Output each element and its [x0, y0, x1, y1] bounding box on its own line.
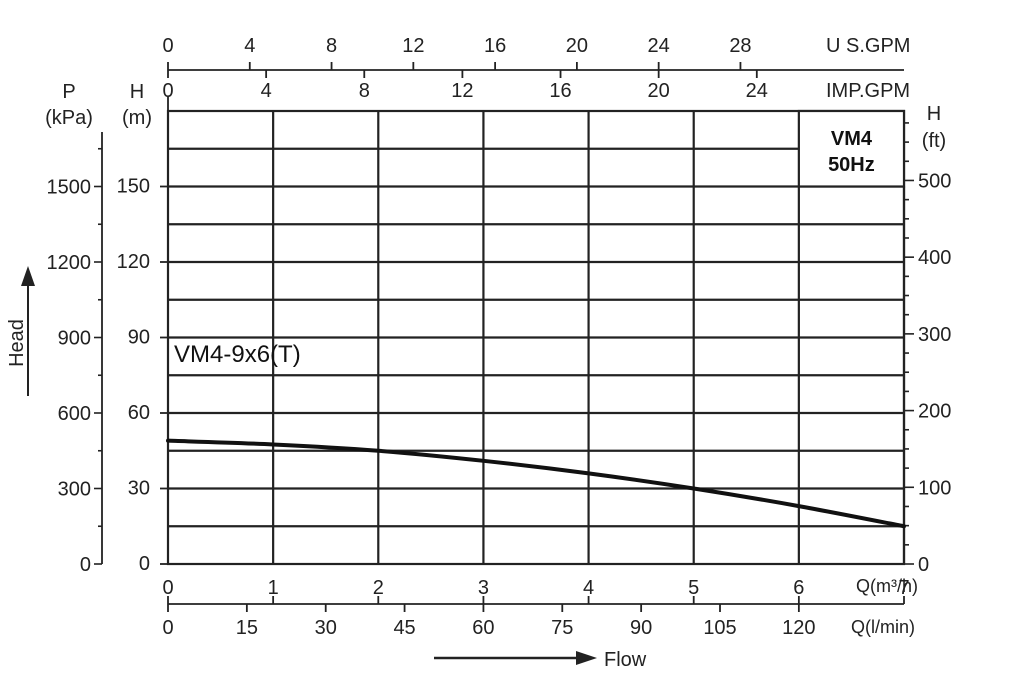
x-usgpm-tick-label: 8 [326, 35, 337, 57]
x-usgpm-tick-label: 20 [566, 35, 588, 57]
y-head-tick-label: 0 [139, 553, 150, 575]
y-kpa-tick-label: 1200 [47, 252, 92, 274]
x-lmin-tick-label: 105 [703, 617, 736, 639]
series-label: VM4-9x6(T) [174, 341, 301, 368]
x-lmin-tick-label: 90 [630, 617, 652, 639]
x-lmin-tick-label: 15 [236, 617, 258, 639]
y-kpa-tick-label: 600 [58, 403, 91, 425]
y-head-tick-label: 60 [128, 402, 150, 424]
y-kpa-tick-label: 900 [58, 328, 91, 350]
x-lmin-tick-label: 30 [315, 617, 337, 639]
y-ft-tick-label: 0 [918, 554, 929, 576]
x-usgpm-tick-label: 16 [484, 35, 506, 57]
x-usgpm-tick-label: 4 [244, 35, 255, 57]
y-ft-tick-label: 300 [918, 324, 951, 346]
x-axis-tick-label: 1 [268, 577, 279, 599]
series-line-vm4-9x6 [166, 438, 906, 529]
x-axis-tick-label: 4 [583, 577, 594, 599]
legend-model: VM4 [831, 128, 873, 150]
x-axis-tick-label: 2 [373, 577, 384, 599]
y-ft-label: H [927, 103, 941, 125]
y-kpa-unit: (kPa) [45, 107, 93, 129]
y-ft-unit: (ft) [922, 130, 946, 152]
y-ft-tick-label: 200 [918, 401, 951, 423]
y-head-unit: (m) [122, 107, 152, 129]
x-axis-label-impgpm: IMP.GPM [826, 80, 910, 102]
y-ft-tick-label: 100 [918, 477, 951, 499]
x-usgpm-tick-label: 0 [162, 35, 173, 57]
x-axis-tick-label: 5 [688, 577, 699, 599]
y-head-label: H [130, 81, 144, 103]
y-head-tick-label: 120 [117, 251, 150, 273]
head-arrow-icon [21, 266, 35, 286]
x-axis-label-lmin: Q(l/min) [851, 617, 915, 637]
x-axis-label-usgpm: U S.GPM [826, 35, 910, 57]
x-lmin-tick-label: 75 [551, 617, 573, 639]
y-head-tick-label: 30 [128, 478, 150, 500]
x-lmin-tick-label: 120 [782, 617, 815, 639]
x-usgpm-tick-label: 24 [648, 35, 670, 57]
x-axis-tick-label: 0 [162, 577, 173, 599]
x-usgpm-tick-label: 12 [402, 35, 424, 57]
x-impgpm-tick-label: 8 [359, 80, 370, 102]
x-impgpm-tick-label: 0 [162, 80, 173, 102]
x-lmin-tick-label: 45 [393, 617, 415, 639]
y-kpa-tick-label: 1500 [47, 177, 92, 199]
y-head-tick-label: 150 [117, 176, 150, 198]
x-lmin-tick-label: 60 [472, 617, 494, 639]
legend-frequency: 50Hz [828, 154, 875, 176]
y-head-tick-label: 90 [128, 327, 150, 349]
y-ft-tick-label: 500 [918, 170, 951, 192]
x-impgpm-tick-label: 12 [451, 80, 473, 102]
head-arrow-label: Head [6, 319, 28, 367]
y-ft-tick-label: 400 [918, 247, 951, 269]
x-axis-tick-label: 6 [793, 577, 804, 599]
x-axis-tick-label: 7 [898, 577, 909, 599]
x-impgpm-tick-label: 4 [261, 80, 272, 102]
flow-arrow-label: Flow [604, 649, 647, 671]
x-axis-tick-label: 3 [478, 577, 489, 599]
x-impgpm-tick-label: 24 [746, 80, 768, 102]
y-kpa-label: P [62, 81, 75, 103]
flow-arrow-icon [576, 651, 597, 665]
x-axis-label-m3h: Q(m³/h) [856, 576, 918, 596]
x-impgpm-tick-label: 16 [549, 80, 571, 102]
x-impgpm-tick-label: 20 [648, 80, 670, 102]
y-kpa-tick-label: 300 [58, 479, 91, 501]
x-lmin-tick-label: 0 [162, 617, 173, 639]
x-usgpm-tick-label: 28 [729, 35, 751, 57]
y-kpa-tick-label: 0 [80, 554, 91, 576]
legend-box [797, 109, 906, 188]
